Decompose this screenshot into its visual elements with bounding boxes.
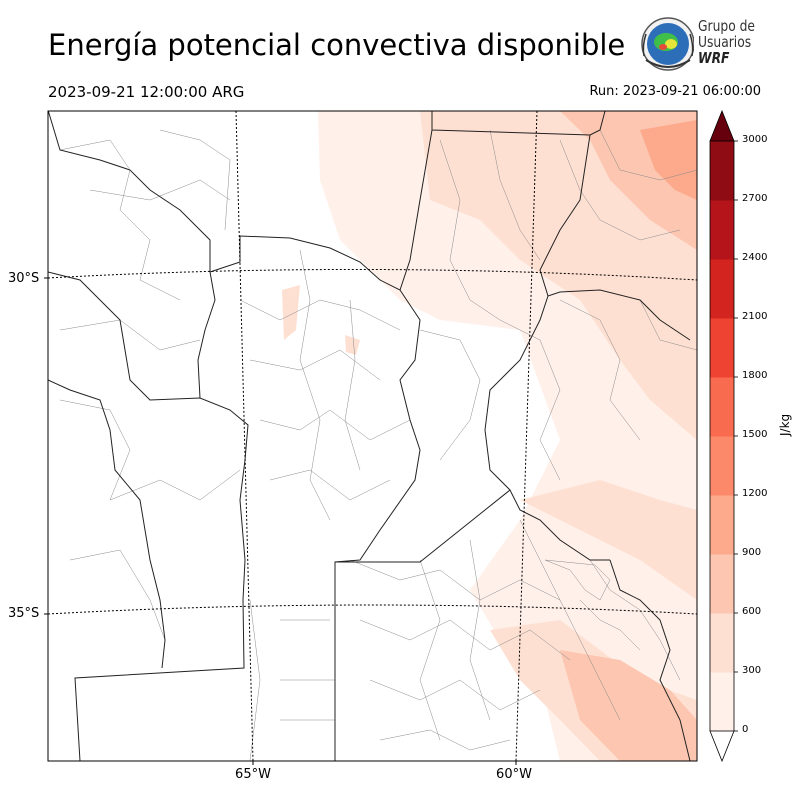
cape-shading: [282, 111, 697, 761]
colorbar-tick-label: 1800: [742, 370, 768, 381]
colorbar-tick-label: 300: [742, 665, 762, 676]
colorbar-segment: [710, 613, 734, 673]
colorbar-tick-label: 900: [742, 547, 762, 558]
map-area: [48, 111, 697, 761]
colorbar-segment: [710, 259, 734, 319]
figure-title: Energía potencial convectiva disponible: [48, 28, 626, 62]
colorbar-tick-label: 2700: [742, 193, 768, 204]
colorbar-unit: J/kg: [778, 413, 792, 436]
map-frame: [47, 110, 698, 762]
wrf-users-logo: Grupo de Usuarios WRF: [638, 16, 768, 74]
colorbar-tick-label: 600: [742, 606, 762, 617]
colorbar-segment: [710, 436, 734, 496]
colorbar-tick-label: 1500: [742, 429, 768, 440]
graticule: [48, 111, 697, 761]
colorbar-tick-label: 3000: [742, 134, 768, 145]
logo-line-3: WRF: [698, 49, 730, 67]
run-time: Run: 2023-09-21 06:00:00: [589, 84, 761, 99]
lon-label-60w: 60°W: [496, 767, 532, 782]
colorbar-segment: [710, 377, 734, 437]
colorbar-segment: [710, 318, 734, 378]
colorbar-segment: [710, 141, 734, 201]
lat-label-30s: 30°S: [8, 271, 40, 286]
colorbar-tick-label: 2400: [742, 252, 768, 263]
colorbar-segment: [710, 672, 734, 732]
colorbar: [709, 109, 738, 763]
colorbar-extend-top: [709, 109, 735, 142]
lat-label-35s: 35°S: [8, 606, 40, 621]
colorbar-tick-label: 1200: [742, 488, 768, 499]
globe-logo-icon: [641, 17, 695, 71]
colorbar-extend-bottom: [709, 730, 735, 763]
colorbar-segment: [710, 554, 734, 614]
logo-line-1: Grupo de: [698, 17, 756, 35]
colorbar-tick-label: 0: [742, 724, 749, 735]
colorbar-segment: [710, 495, 734, 555]
valid-time: 2023-09-21 12:00:00 ARG: [48, 83, 245, 101]
colorbar-tick-label: 2100: [742, 311, 768, 322]
department-boundaries: [59, 129, 697, 761]
colorbar-segment: [710, 200, 734, 260]
province-boundaries: [48, 111, 691, 761]
logo-line-2: Usuarios: [698, 33, 752, 51]
lon-label-65w: 65°W: [235, 767, 271, 782]
axis-ticks: [44, 277, 517, 765]
